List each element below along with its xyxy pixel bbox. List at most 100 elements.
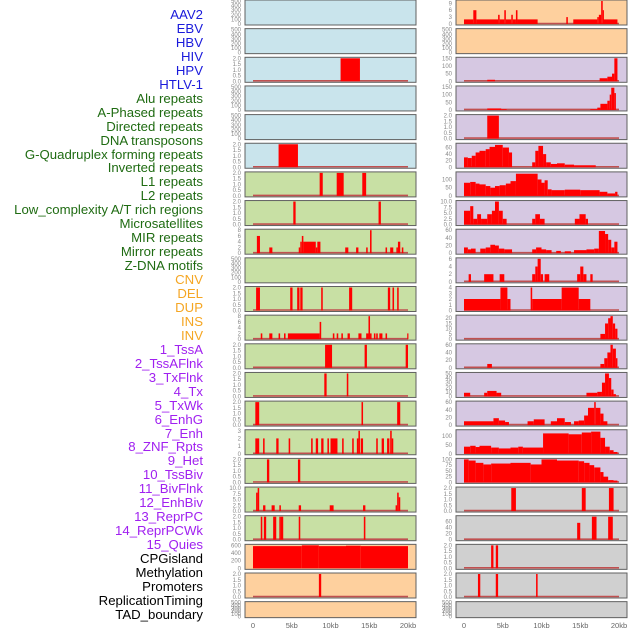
track-label: CNV <box>175 272 203 288</box>
y-tick-label: 0 <box>449 309 453 315</box>
data-bar <box>356 247 359 254</box>
track-panel: 0.02.55.07.510.0 <box>229 486 417 515</box>
y-tick-label: 100 <box>442 64 453 70</box>
y-tick-label: 40 <box>445 376 452 382</box>
data-bar <box>496 392 502 397</box>
y-tick-label: 400 <box>442 32 453 38</box>
y-tick-label: 7.5 <box>233 492 242 498</box>
data-bar <box>470 206 474 225</box>
data-bar <box>475 152 480 168</box>
data-bar <box>614 58 618 82</box>
data-bar <box>546 162 551 168</box>
data-bar <box>543 154 547 168</box>
data-bar <box>392 287 395 311</box>
data-bar <box>349 287 353 311</box>
panel-background <box>244 142 417 169</box>
y-tick-label: 20 <box>445 532 452 538</box>
y-tick-label: 2 <box>238 331 242 337</box>
y-tick-label: 4 <box>238 326 242 332</box>
y-tick-label: 0 <box>449 194 453 200</box>
data-bar <box>611 247 615 254</box>
data-bar <box>584 415 588 426</box>
y-tick-label: 0.5 <box>233 188 242 194</box>
data-bar <box>336 333 339 340</box>
data-bar <box>301 545 319 569</box>
data-bar <box>605 234 609 254</box>
y-tick-label: 25 <box>445 475 452 481</box>
y-tick-label: 0 <box>238 251 242 257</box>
data-bar <box>321 287 323 311</box>
data-bar <box>600 333 606 340</box>
data-bar <box>464 421 494 426</box>
y-tick-label: 1 <box>449 303 453 309</box>
track-label: 3_TxFlnk <box>148 369 203 385</box>
data-bar <box>263 438 265 454</box>
data-bar <box>279 516 281 540</box>
data-bar <box>364 344 367 368</box>
y-tick-label: 0.0 <box>233 394 242 400</box>
data-bar <box>352 438 354 454</box>
y-tick-label: 200 <box>231 559 242 565</box>
data-bar <box>603 19 618 24</box>
track-panel: 0.00.51.01.52.0 <box>233 343 417 372</box>
y-tick-label: 1.0 <box>233 68 242 74</box>
y-tick-label: 1.0 <box>444 555 453 561</box>
data-bar <box>574 165 596 168</box>
y-tick-label: 2.0 <box>444 572 453 578</box>
data-bar <box>578 420 585 426</box>
data-bar <box>498 210 503 225</box>
data-bar <box>468 460 476 483</box>
y-tick-label: 100 <box>442 177 453 183</box>
y-tick-label: 15 <box>445 321 452 327</box>
data-bar <box>598 230 606 254</box>
data-bar <box>583 274 587 282</box>
track-panel: 0.02.55.07.510.0 <box>440 200 628 229</box>
y-tick-label: 1.0 <box>233 182 242 188</box>
y-tick-label: 50 <box>445 469 452 475</box>
data-bar <box>546 250 552 254</box>
data-bar <box>475 447 480 454</box>
data-bar <box>483 464 492 483</box>
data-bar <box>479 184 486 196</box>
data-bar <box>613 480 618 483</box>
y-tick-label: 1.5 <box>233 291 242 297</box>
y-tick-label: 2.0 <box>233 200 242 206</box>
panel-background <box>244 601 417 619</box>
data-bar <box>493 418 499 426</box>
y-tick-label: 3 <box>449 291 453 297</box>
data-bar <box>495 201 499 225</box>
track-label: 2_TssAFlnk <box>134 355 203 371</box>
y-tick-label: 5.0 <box>233 498 242 504</box>
data-bar <box>329 505 334 512</box>
panel-background <box>244 371 417 398</box>
y-tick-label: 0.5 <box>233 303 242 309</box>
data-bar <box>600 472 604 483</box>
data-bar <box>345 247 349 254</box>
data-bar <box>269 333 273 340</box>
data-bar <box>385 333 388 340</box>
track-panel: 0 50 100 <box>442 429 628 458</box>
data-bar <box>495 545 499 569</box>
data-bar <box>498 448 511 454</box>
y-tick-label: 200 <box>231 127 242 133</box>
data-bar <box>511 14 513 24</box>
data-bar <box>605 323 609 340</box>
y-tick-label: 1.0 <box>444 125 453 131</box>
data-bar <box>398 497 401 512</box>
data-bar <box>517 19 538 24</box>
data-bar <box>484 274 494 282</box>
y-tick-label: 1.5 <box>233 377 242 383</box>
data-bar <box>609 94 612 110</box>
data-bar <box>515 10 518 24</box>
y-tick-label: 1.0 <box>233 526 242 532</box>
track-label: HTLV-1 <box>159 76 203 92</box>
track-label: G-Quadruplex forming repeats <box>24 146 203 162</box>
data-bar <box>609 450 614 454</box>
x-tick-label: 20kb <box>611 621 627 630</box>
data-bar <box>284 333 286 340</box>
data-bar <box>487 214 492 225</box>
panel-background <box>455 486 628 513</box>
panel-background <box>244 286 417 312</box>
data-bar <box>332 333 335 340</box>
